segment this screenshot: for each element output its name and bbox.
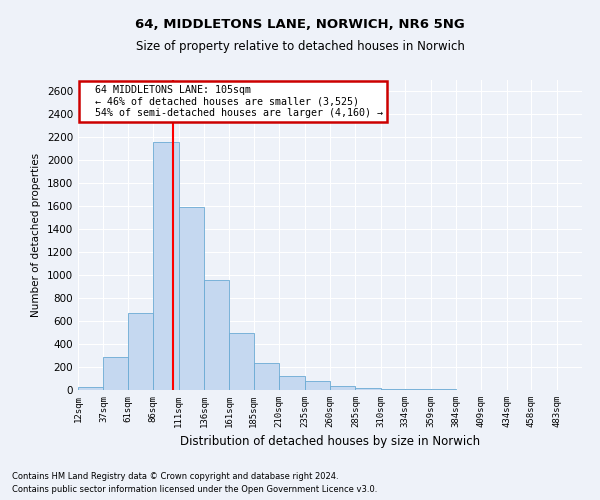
Bar	[279, 376, 305, 390]
Bar	[229, 332, 254, 390]
Y-axis label: Number of detached properties: Number of detached properties	[31, 153, 41, 317]
Text: 64, MIDDLETONS LANE, NORWICH, NR6 5NG: 64, MIDDLETONS LANE, NORWICH, NR6 5NG	[135, 18, 465, 30]
Text: Size of property relative to detached houses in Norwich: Size of property relative to detached ho…	[136, 40, 464, 53]
Bar	[179, 208, 204, 390]
Bar	[355, 388, 381, 390]
Bar	[78, 388, 103, 390]
Bar	[330, 386, 355, 390]
Text: 64 MIDDLETONS LANE: 105sqm
  ← 46% of detached houses are smaller (3,525)
  54% : 64 MIDDLETONS LANE: 105sqm ← 46% of deta…	[83, 84, 383, 118]
Bar	[381, 389, 405, 390]
Bar	[305, 381, 330, 390]
Bar	[128, 313, 153, 390]
Bar	[153, 142, 179, 390]
Bar	[103, 356, 128, 390]
Bar	[405, 389, 431, 390]
Text: Contains HM Land Registry data © Crown copyright and database right 2024.: Contains HM Land Registry data © Crown c…	[12, 472, 338, 481]
Text: Contains public sector information licensed under the Open Government Licence v3: Contains public sector information licen…	[12, 485, 377, 494]
Bar	[254, 363, 279, 390]
X-axis label: Distribution of detached houses by size in Norwich: Distribution of detached houses by size …	[180, 436, 480, 448]
Bar	[204, 280, 229, 390]
